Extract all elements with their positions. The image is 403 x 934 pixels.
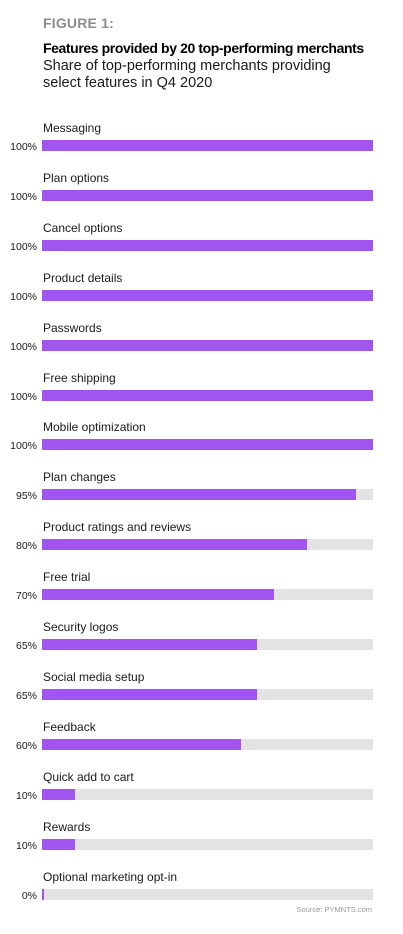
bar-value-label: 0%	[21, 889, 37, 902]
bar-track	[42, 339, 373, 351]
bar-track	[42, 838, 373, 850]
bar-value-label: 80%	[15, 540, 37, 553]
bar	[42, 339, 373, 351]
bar	[42, 738, 241, 750]
bar	[42, 289, 373, 301]
bar-category-label: Free trial	[43, 570, 91, 585]
bar-category-label: Product ratings and reviews	[43, 520, 192, 535]
bar-row: Security logos 65%	[0, 620, 403, 660]
bar	[42, 888, 44, 900]
bar-row: Cancel options 100%	[0, 221, 403, 261]
bar-track	[42, 589, 373, 601]
bar-row: Product ratings and reviews 80%	[0, 520, 403, 560]
bar-value-label: 10%	[15, 789, 37, 802]
bar-category-label: Plan options	[43, 170, 110, 185]
bar-track	[42, 140, 373, 151]
bar-value-label: 100%	[10, 390, 37, 403]
bar	[42, 439, 373, 451]
bar-track	[42, 639, 373, 650]
figure-label: FIGURE 1:	[43, 15, 115, 31]
bar	[42, 589, 274, 601]
bar-row: Free trial 70%	[0, 570, 403, 610]
chart-title: Features provided by 20 top-performing m…	[43, 40, 364, 56]
bar-row: Optional marketing opt-in 0%	[0, 870, 403, 910]
bar-track	[42, 738, 373, 750]
bar-row: Passwords 100%	[0, 321, 403, 361]
bar-category-label: Quick add to cart	[43, 769, 134, 784]
bar-category-label: Plan changes	[43, 470, 116, 485]
bar-category-label: Messaging	[43, 121, 102, 135]
bar	[42, 788, 76, 800]
bar-track	[42, 788, 373, 800]
bar-value-label: 100%	[10, 290, 37, 303]
bar-category-label: Passwords	[43, 320, 102, 335]
bar-row: Mobile optimization 100%	[0, 420, 403, 460]
bar-row: Product details 100%	[0, 271, 403, 311]
bar-track	[42, 389, 373, 401]
bar-row: Plan options 100%	[0, 171, 403, 211]
bar-value-label: 100%	[10, 141, 37, 153]
bar-track	[42, 239, 373, 251]
bar	[42, 539, 307, 551]
bar-category-label: Feedback	[43, 719, 96, 734]
bar	[42, 140, 373, 151]
bar-row: Feedback 60%	[0, 720, 403, 760]
bar-value-label: 65%	[15, 640, 37, 652]
bar-value-label: 70%	[15, 590, 37, 603]
bar	[42, 489, 357, 501]
bar-value-label: 60%	[15, 739, 37, 752]
bar	[42, 838, 76, 850]
bar-track	[42, 489, 373, 501]
bar-category-label: Rewards	[43, 819, 91, 834]
bar-value-label: 100%	[10, 340, 37, 353]
bar-category-label: Security logos	[43, 620, 119, 634]
bar-track	[42, 888, 373, 900]
bar-value-label: 65%	[15, 689, 37, 702]
bar-track	[42, 688, 373, 700]
bar-track	[42, 539, 373, 551]
bar-category-label: Optional marketing opt-in	[43, 869, 178, 884]
bar-category-label: Product details	[43, 270, 123, 285]
bar-category-label: Free shipping	[43, 370, 116, 385]
bar	[42, 639, 258, 650]
bar-row: Free shipping 100%	[0, 371, 403, 411]
bar-value-label: 95%	[15, 490, 37, 503]
bar-track	[42, 439, 373, 451]
bar-row: Messaging 100%	[0, 121, 403, 161]
bar-track	[42, 189, 373, 201]
bar-row: Rewards 10%	[0, 820, 403, 860]
bar-value-label: 100%	[10, 440, 37, 453]
source-note: Source: PYMNTS.com	[296, 905, 372, 914]
chart-subtitle: Share of top-performing merchants provid…	[43, 58, 331, 91]
bar-value-label: 100%	[10, 190, 37, 203]
bar-row: Plan changes 95%	[0, 470, 403, 510]
bar-value-label: 100%	[10, 240, 37, 253]
bar-row: Social media setup 65%	[0, 670, 403, 710]
bar-category-label: Cancel options	[43, 220, 123, 235]
bar-track	[42, 289, 373, 301]
bar-category-label: Social media setup	[43, 669, 145, 684]
bar	[42, 189, 373, 201]
bar-category-label: Mobile optimization	[43, 420, 146, 435]
bar	[42, 239, 373, 251]
bar	[42, 389, 373, 401]
bar	[42, 688, 258, 700]
bar-row: Quick add to cart 10%	[0, 770, 403, 810]
bar-value-label: 10%	[15, 839, 37, 852]
